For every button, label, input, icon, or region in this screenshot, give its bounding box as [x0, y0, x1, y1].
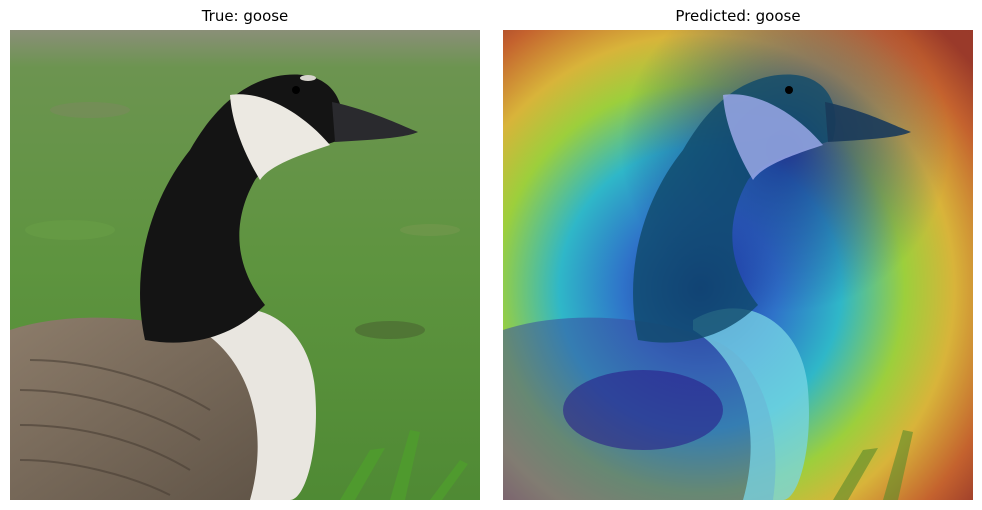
true-label-panel: True: goose	[10, 0, 480, 510]
predicted-label-panel: Predicted: goose	[503, 0, 973, 510]
panel-title-predicted: Predicted: goose	[675, 7, 801, 25]
panel-title-true: True: goose	[201, 7, 289, 25]
goose-photo	[10, 30, 480, 500]
goose-heatmap-overlay	[503, 30, 973, 500]
